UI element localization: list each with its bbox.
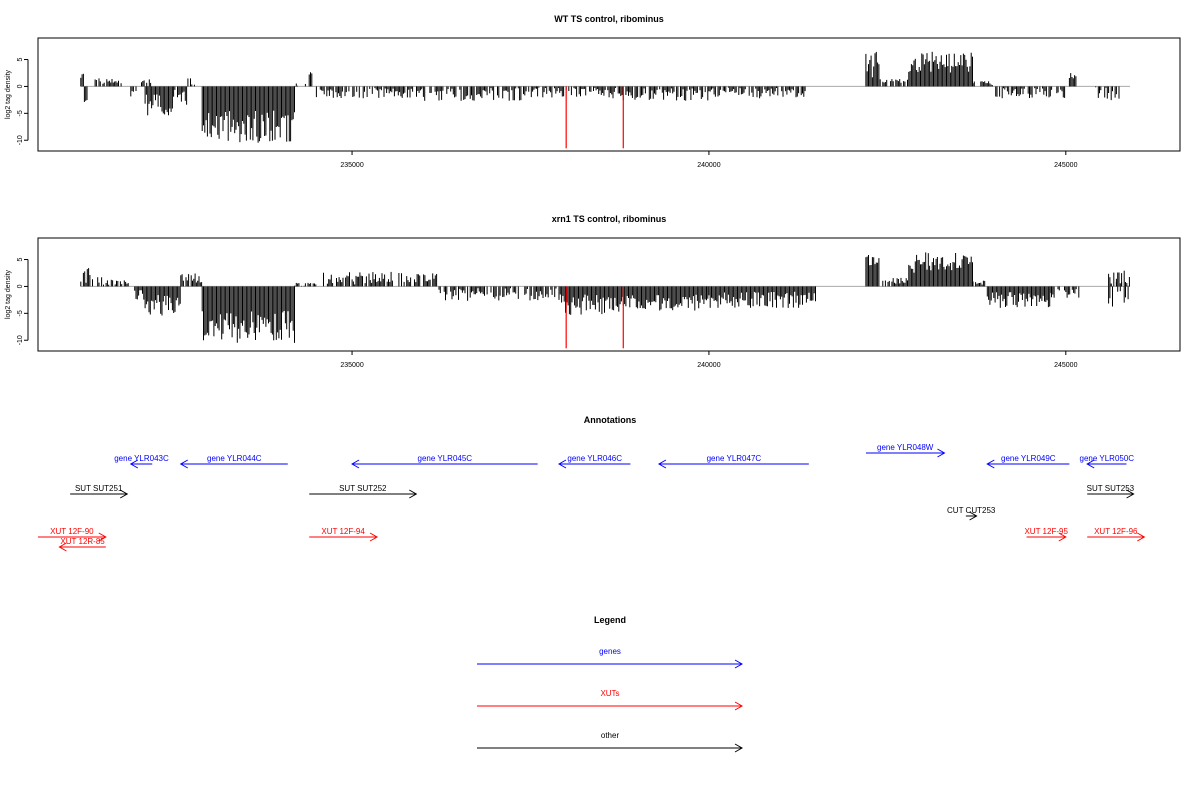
annotation-arrow-head xyxy=(1137,532,1146,542)
density-bars xyxy=(80,51,1120,143)
x-tick-label: 245000 xyxy=(1054,162,1077,169)
annotation-label: gene YLR045C xyxy=(418,454,473,463)
legend-label: other xyxy=(601,731,620,740)
y-tick-label: -10 xyxy=(17,135,24,145)
legend-arrow-head xyxy=(734,659,744,669)
y-tick-label: 5 xyxy=(17,57,24,61)
annotation-label: XUT 12F-96 xyxy=(1094,527,1138,536)
annotation-arrow-head xyxy=(558,459,567,469)
density-bars xyxy=(80,252,1130,343)
y-tick-label: -10 xyxy=(17,335,24,345)
annotation-label: gene YLR047C xyxy=(707,454,762,463)
legend-arrow-head xyxy=(734,701,744,711)
annotation-feature: SUT SUT253 xyxy=(1087,484,1135,499)
annotation-feature: XUT 12R-85 xyxy=(58,537,106,552)
legend-entry: genes xyxy=(477,647,744,669)
legend: Legend xyxy=(594,615,626,625)
annotation-feature: gene YLR048W xyxy=(865,443,946,458)
plot-frame xyxy=(37,237,1181,352)
track-panel-1: WT TS control, ribominus log2 tag density… xyxy=(5,14,1181,169)
annotation-label: XUT 12R-85 xyxy=(60,537,105,546)
track-panel-2: xrn1 TS control, ribominus log2 tag densi… xyxy=(5,214,1181,369)
annotation-arrow-head xyxy=(409,489,418,499)
annotation-label: XUT 12F-90 xyxy=(50,527,94,536)
annotation-arrow-head xyxy=(986,459,995,469)
annotation-label: gene YLR044C xyxy=(207,454,262,463)
annotation-arrow-head xyxy=(1126,489,1135,499)
x-tick-label: 240000 xyxy=(697,162,720,169)
y-axis-label: log2 tag density xyxy=(5,269,12,319)
plot-frame xyxy=(37,37,1181,152)
annotation-feature: SUT SUT251 xyxy=(70,484,129,499)
annotation-label: SUT SUT251 xyxy=(75,484,123,493)
annotation-arrow-head xyxy=(351,459,360,469)
annotation-arrow-head xyxy=(969,511,978,521)
annotation-feature: XUT 12F-96 xyxy=(1087,527,1146,542)
annotation-feature: gene YLR043C xyxy=(114,454,169,469)
y-axis-label: log2 tag density xyxy=(5,69,12,119)
annotation-feature: SUT SUT252 xyxy=(309,484,418,499)
annotation-label: gene YLR046C xyxy=(567,454,622,463)
annotation-arrow-head xyxy=(58,542,67,552)
annotation-feature: gene YLR045C xyxy=(351,454,538,469)
annotation-feature: XUT 12F-90 xyxy=(38,527,107,542)
annotation-label: XUT 12F-95 xyxy=(1024,527,1068,536)
legend-arrow-head xyxy=(734,743,744,753)
annotation-feature: XUT 12F-94 xyxy=(309,527,379,542)
x-tick-label: 240000 xyxy=(697,362,720,369)
annotations-title: Annotations xyxy=(584,415,637,425)
annotation-arrow-head xyxy=(937,448,946,458)
legend-entry: XUTs xyxy=(477,689,744,711)
annotation-label: CUT CUT253 xyxy=(947,506,996,515)
legend-title: Legend xyxy=(594,615,626,625)
x-tick-label: 235000 xyxy=(340,362,363,369)
annotation-feature: XUT 12F-95 xyxy=(1024,527,1068,542)
annotations-track: Annotations xyxy=(584,415,637,425)
annotation-feature: gene YLR044C xyxy=(179,454,288,469)
annotation-label: gene YLR049C xyxy=(1001,454,1056,463)
annotation-arrow-head xyxy=(1086,459,1095,469)
annotation-feature: CUT CUT253 xyxy=(947,506,996,521)
y-tick-label: 5 xyxy=(17,257,24,261)
x-tick-label: 235000 xyxy=(340,162,363,169)
panel-title: xrn1 TS control, ribominus xyxy=(552,214,667,224)
x-tick-label: 245000 xyxy=(1054,362,1077,369)
annotation-arrow-head xyxy=(98,532,107,542)
panel-title: WT TS control, ribominus xyxy=(554,14,664,24)
annotation-arrow-head xyxy=(119,489,129,499)
annotation-arrow-head xyxy=(179,459,188,469)
annotation-feature: gene YLR046C xyxy=(558,454,631,469)
annotation-label: XUT 12F-94 xyxy=(321,527,365,536)
annotation-label: SUT SUT253 xyxy=(1087,484,1135,493)
legend-label: XUTs xyxy=(600,689,619,698)
y-tick-label: 0 xyxy=(17,84,24,88)
annotation-arrow-head xyxy=(1058,532,1067,542)
annotation-arrow-head xyxy=(369,532,379,542)
annotation-label: gene YLR048W xyxy=(877,443,934,452)
y-tick-label: -5 xyxy=(17,310,24,316)
legend-entry: other xyxy=(477,731,744,753)
annotation-label: SUT SUT252 xyxy=(339,484,387,493)
annotation-feature: gene YLR047C xyxy=(657,454,809,469)
y-tick-label: 0 xyxy=(17,284,24,288)
annotation-label: gene YLR043C xyxy=(114,454,169,463)
annotation-label: gene YLR050C xyxy=(1080,454,1135,463)
legend-label: genes xyxy=(599,647,621,656)
annotation-feature: gene YLR049C xyxy=(986,454,1070,469)
annotation-feature: gene YLR050C xyxy=(1080,454,1135,469)
annotation-arrow-head xyxy=(129,459,139,469)
y-tick-label: -5 xyxy=(17,110,24,116)
annotation-arrow-head xyxy=(657,459,667,469)
